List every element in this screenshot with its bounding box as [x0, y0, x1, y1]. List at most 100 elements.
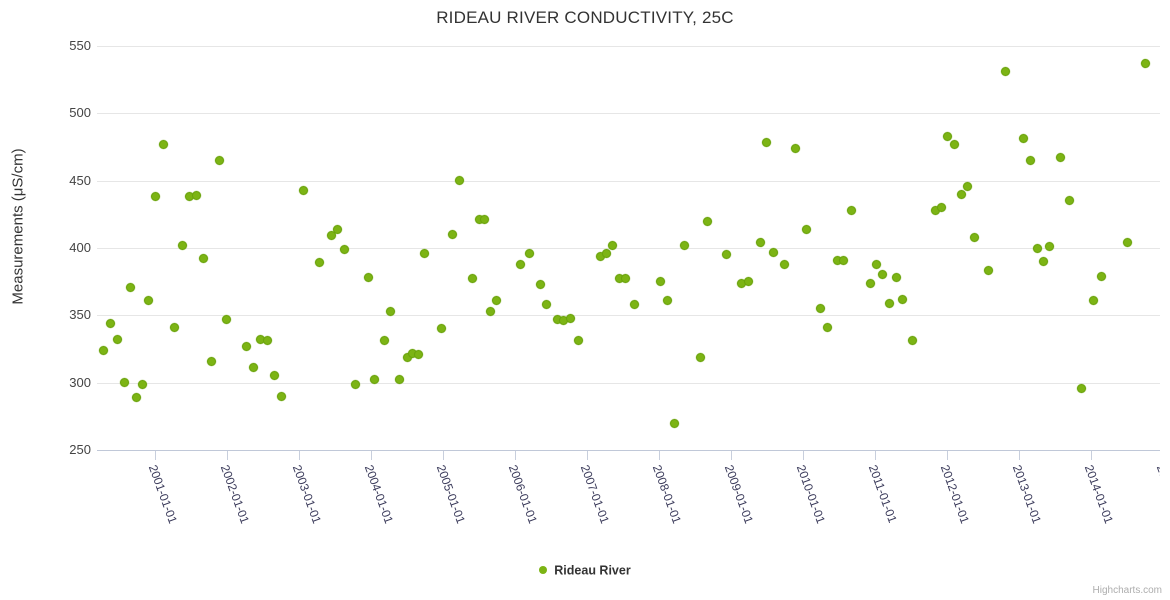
data-point[interactable]	[838, 255, 848, 265]
data-point[interactable]	[98, 345, 108, 355]
data-point[interactable]	[339, 244, 349, 254]
data-point[interactable]	[755, 238, 765, 248]
data-point[interactable]	[907, 336, 917, 346]
data-point[interactable]	[1032, 243, 1042, 253]
data-point[interactable]	[801, 224, 811, 234]
data-point[interactable]	[541, 300, 551, 310]
data-point[interactable]	[846, 205, 856, 215]
data-point[interactable]	[891, 273, 901, 283]
chart-legend[interactable]: Rideau River	[0, 563, 1170, 578]
data-point[interactable]	[131, 392, 141, 402]
data-point[interactable]	[1140, 59, 1150, 68]
highcharts-credits[interactable]: Highcharts.com	[1092, 585, 1162, 596]
data-point[interactable]	[815, 304, 825, 314]
data-point[interactable]	[983, 266, 993, 276]
data-point[interactable]	[655, 277, 665, 287]
data-point[interactable]	[491, 296, 501, 306]
data-point[interactable]	[962, 181, 972, 191]
data-point[interactable]	[761, 138, 771, 148]
data-point[interactable]	[467, 274, 477, 284]
data-point[interactable]	[262, 336, 272, 346]
data-point[interactable]	[125, 282, 135, 292]
data-point[interactable]	[105, 318, 115, 328]
data-point[interactable]	[1044, 242, 1054, 252]
data-point[interactable]	[221, 314, 231, 324]
data-point[interactable]	[1018, 134, 1028, 144]
data-point[interactable]	[1122, 238, 1132, 248]
data-point[interactable]	[871, 259, 881, 269]
data-point[interactable]	[865, 278, 875, 288]
data-point[interactable]	[743, 277, 753, 287]
data-point[interactable]	[822, 322, 832, 332]
x-axis-tick-label: 2003-01-01	[289, 463, 324, 526]
data-point[interactable]	[702, 216, 712, 226]
data-point[interactable]	[269, 371, 279, 381]
data-point[interactable]	[332, 224, 342, 234]
data-point[interactable]	[779, 259, 789, 269]
data-point[interactable]	[607, 240, 617, 250]
data-point[interactable]	[241, 341, 251, 351]
data-point[interactable]	[214, 155, 224, 165]
data-point[interactable]	[949, 139, 959, 149]
data-point[interactable]	[662, 296, 672, 306]
data-point[interactable]	[150, 192, 160, 202]
data-point[interactable]	[620, 274, 630, 284]
data-point[interactable]	[936, 203, 946, 213]
data-point[interactable]	[385, 306, 395, 316]
data-point[interactable]	[790, 143, 800, 153]
data-point[interactable]	[1055, 153, 1065, 163]
data-point[interactable]	[942, 131, 952, 141]
data-point[interactable]	[447, 230, 457, 240]
data-point[interactable]	[1025, 155, 1035, 165]
data-point[interactable]	[394, 375, 404, 385]
data-point[interactable]	[454, 176, 464, 186]
data-point[interactable]	[573, 336, 583, 346]
data-point[interactable]	[326, 231, 336, 241]
data-point[interactable]	[298, 185, 308, 195]
data-point[interactable]	[601, 248, 611, 258]
data-point[interactable]	[350, 379, 360, 389]
data-point[interactable]	[413, 349, 423, 359]
data-point[interactable]	[276, 391, 286, 401]
data-point[interactable]	[436, 324, 446, 334]
data-point[interactable]	[158, 139, 168, 149]
data-point[interactable]	[884, 298, 894, 308]
data-point[interactable]	[629, 300, 639, 310]
data-point[interactable]	[191, 190, 201, 200]
data-point[interactable]	[198, 254, 208, 264]
data-point[interactable]	[1096, 271, 1106, 281]
data-point[interactable]	[206, 356, 216, 366]
data-point[interactable]	[515, 259, 525, 269]
data-point[interactable]	[177, 240, 187, 250]
data-point[interactable]	[369, 375, 379, 385]
data-point[interactable]	[679, 240, 689, 250]
data-point[interactable]	[565, 313, 575, 323]
data-point[interactable]	[969, 232, 979, 242]
data-point[interactable]	[695, 352, 705, 362]
data-point[interactable]	[169, 322, 179, 332]
data-point[interactable]	[1038, 256, 1048, 266]
data-point[interactable]	[524, 248, 534, 258]
data-point[interactable]	[119, 378, 129, 388]
data-point[interactable]	[956, 189, 966, 199]
data-point[interactable]	[112, 335, 122, 345]
data-point[interactable]	[363, 273, 373, 283]
data-point[interactable]	[479, 215, 489, 225]
data-point[interactable]	[1076, 383, 1086, 393]
data-point[interactable]	[1064, 196, 1074, 206]
data-point[interactable]	[877, 270, 887, 280]
data-point[interactable]	[137, 379, 147, 389]
data-point[interactable]	[1088, 296, 1098, 306]
data-point[interactable]	[314, 258, 324, 268]
data-point[interactable]	[535, 279, 545, 289]
data-point[interactable]	[897, 294, 907, 304]
data-point[interactable]	[248, 363, 258, 373]
data-point[interactable]	[669, 418, 679, 428]
data-point[interactable]	[721, 250, 731, 260]
data-point[interactable]	[379, 336, 389, 346]
data-point[interactable]	[485, 306, 495, 316]
data-point[interactable]	[419, 248, 429, 258]
data-point[interactable]	[768, 247, 778, 257]
data-point[interactable]	[1000, 67, 1010, 77]
data-point[interactable]	[143, 296, 153, 306]
